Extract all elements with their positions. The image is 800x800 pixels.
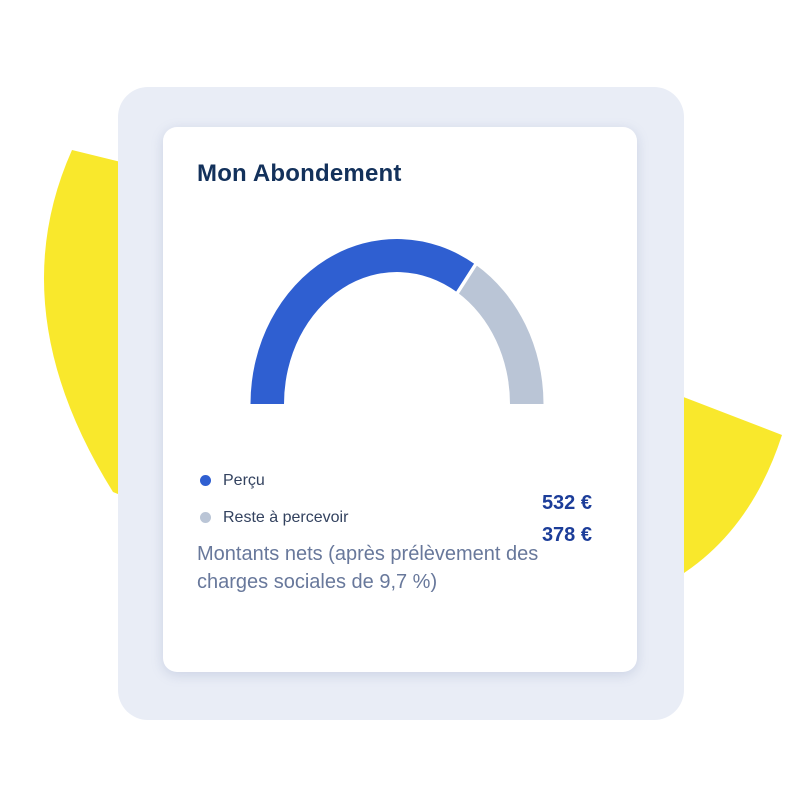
gauge-segment-percu	[250, 238, 476, 404]
widget-frame: Mon Abondement Perçu Reste à percevoir 5…	[118, 87, 684, 720]
abondement-card: Mon Abondement Perçu Reste à percevoir 5…	[163, 127, 637, 672]
footnote-line-2: charges sociales de 9,7 %)	[197, 571, 438, 593]
amount-percu: 532 €	[541, 492, 592, 514]
legend-label-percu: Perçu	[223, 472, 265, 489]
gauge-segment-reste	[457, 264, 544, 404]
footnote: Montants nets (après prélèvement des cha…	[197, 540, 597, 596]
gauge-segment-divider	[453, 260, 480, 297]
legend-dot	[200, 475, 211, 486]
yellow-sector-right-icon	[660, 388, 782, 587]
amount-reste: 378 €	[541, 524, 592, 546]
legend-label-reste: Reste à percevoir	[223, 509, 349, 526]
card-title: Mon Abondement	[197, 160, 402, 187]
legend-dot	[200, 512, 211, 523]
footnote-line-1: Montants nets (après prélèvement des	[197, 543, 539, 565]
